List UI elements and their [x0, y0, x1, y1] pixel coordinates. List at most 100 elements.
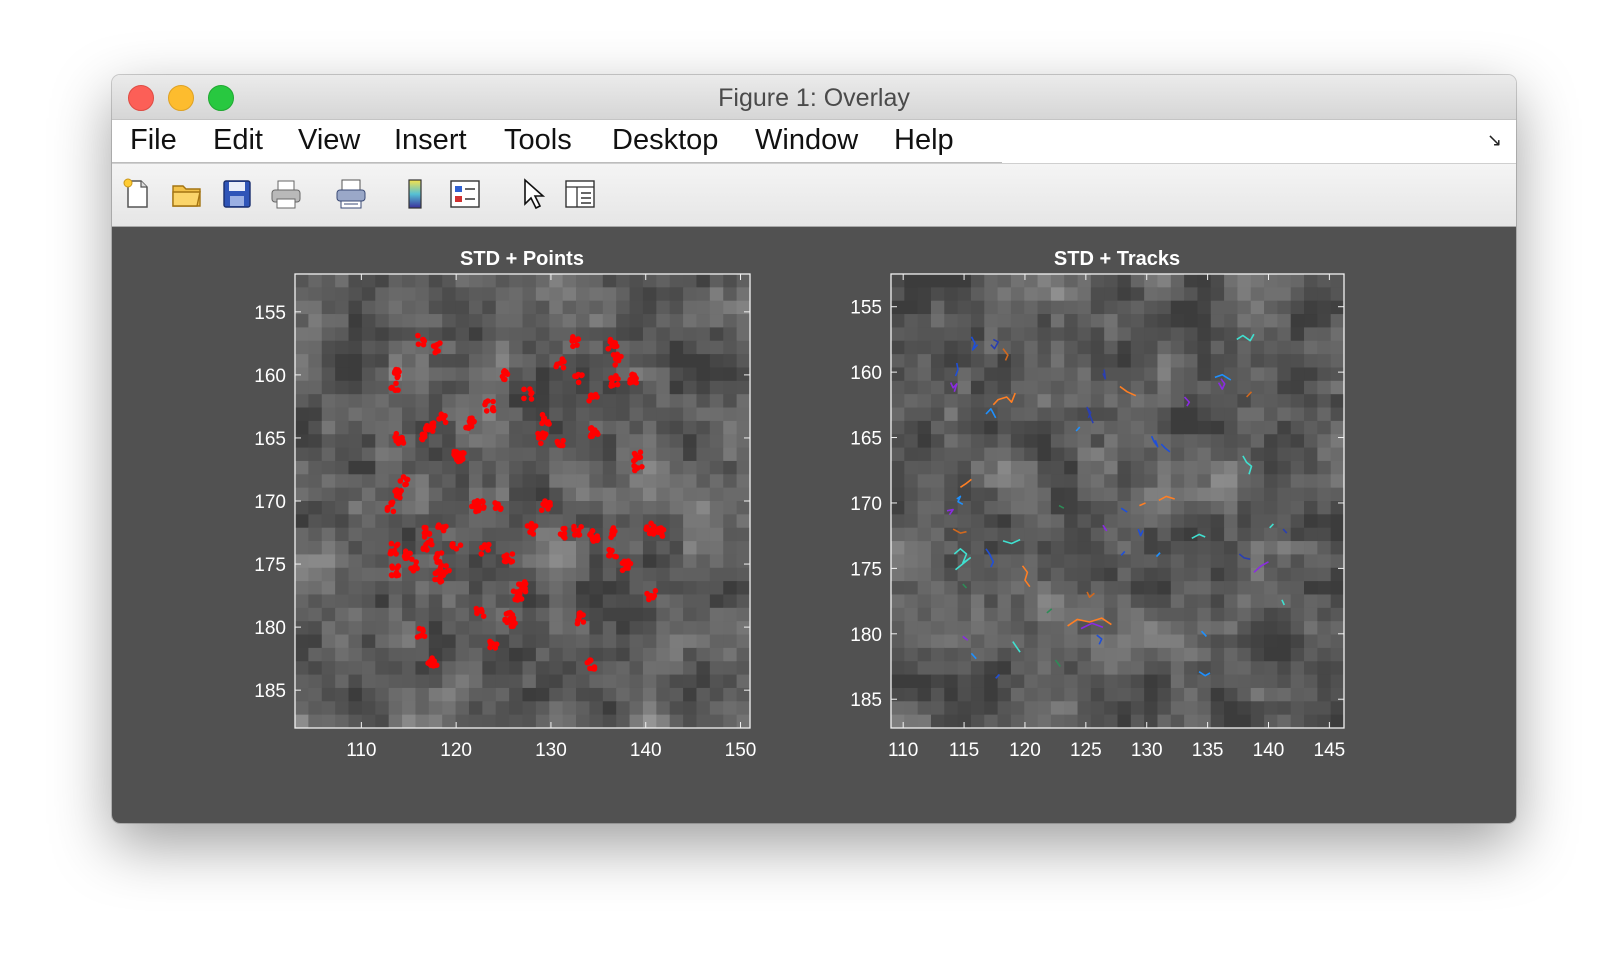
std-pixel: [321, 634, 336, 649]
std-pixel: [1250, 367, 1265, 382]
axes-std-tracks[interactable]: STD + Tracks 110 115 120 125 130 135 140 145 15…: [850, 248, 1345, 761]
std-pixel: [602, 300, 617, 315]
undock-figure-icon[interactable]: ↘: [1486, 130, 1502, 150]
menu-view[interactable]: View: [298, 124, 361, 156]
std-pixel: [944, 647, 959, 662]
std-pixel: [442, 474, 457, 489]
std-pixel: [683, 287, 698, 302]
maximize-window-button[interactable]: [208, 85, 234, 111]
std-pixel: [375, 407, 390, 422]
std-pixel: [1264, 367, 1278, 382]
std-pixel: [736, 567, 750, 582]
std-pixel: [335, 554, 350, 569]
std-pixel: [348, 287, 363, 302]
menu-insert[interactable]: Insert: [394, 124, 467, 156]
std-pixel: [321, 287, 336, 302]
std-pixel: [361, 661, 376, 676]
std-pixel: [1010, 380, 1025, 395]
std-pixel: [321, 460, 336, 475]
menu-desktop[interactable]: Desktop: [612, 124, 719, 156]
std-pixel: [335, 367, 350, 382]
std-pixel: [1144, 701, 1159, 716]
std-pixel: [1277, 367, 1292, 382]
std-pixel: [335, 314, 350, 329]
std-pixel: [1090, 661, 1105, 676]
menu-file[interactable]: File: [130, 124, 177, 156]
std-pixel: [1144, 594, 1159, 609]
std-pixel: [669, 621, 684, 636]
std-pixel: [1010, 340, 1025, 355]
menu-tools[interactable]: Tools: [504, 124, 572, 156]
std-pixel: [656, 380, 671, 395]
std-pixel: [509, 567, 524, 582]
std-pixel: [361, 460, 376, 475]
std-pixel: [468, 634, 483, 649]
std-pixel: [642, 367, 657, 382]
std-pixel: [535, 367, 550, 382]
std-pixel: [388, 661, 403, 676]
menu-edit[interactable]: Edit: [213, 124, 263, 156]
point-marker: [393, 493, 400, 499]
std-pixel: [295, 354, 309, 369]
std-pixel: [629, 420, 644, 435]
point-cluster: [449, 541, 464, 552]
std-pixel: [1117, 340, 1132, 355]
edit-plot-pointer-icon[interactable]: [516, 177, 550, 211]
std-pixel: [308, 647, 323, 662]
std-pixel: [361, 407, 376, 422]
std-pixel: [1184, 687, 1199, 702]
open-file-icon[interactable]: [170, 177, 204, 211]
std-pixel: [1224, 714, 1239, 728]
point-marker: [502, 616, 508, 623]
std-pixel: [335, 300, 350, 315]
std-pixel: [402, 407, 417, 422]
std-pixel: [1064, 594, 1079, 609]
axes-std-points[interactable]: STD + Points 110 120 130 140 150 15516016517…: [254, 248, 756, 761]
std-pixel: [917, 674, 932, 689]
std-pixel: [509, 447, 524, 462]
std-pixel: [1157, 474, 1172, 489]
std-pixel: [522, 501, 537, 515]
point-marker: [435, 524, 441, 530]
std-pixel: [361, 314, 376, 329]
std-pixel: [1010, 394, 1025, 409]
close-window-button[interactable]: [128, 85, 154, 111]
std-pixel: [455, 501, 470, 515]
std-pixel: [642, 300, 657, 315]
track-line: [1242, 455, 1253, 475]
std-pixel: [495, 340, 510, 355]
std-pixel: [375, 300, 390, 315]
point-marker: [463, 424, 469, 431]
save-icon[interactable]: [220, 177, 254, 211]
std-pixel: [1144, 380, 1159, 395]
std-pixel: [642, 647, 657, 662]
std-pixel: [1010, 541, 1025, 556]
minimize-window-button[interactable]: [168, 85, 194, 111]
insert-colorbar-icon[interactable]: [398, 177, 432, 211]
std-pixel: [891, 634, 905, 649]
menu-window[interactable]: Window: [755, 124, 859, 156]
print-icon[interactable]: [269, 177, 303, 211]
std-pixel: [1290, 514, 1305, 529]
std-pixel: [970, 661, 985, 676]
link-plot-icon[interactable]: [334, 177, 368, 211]
new-figure-icon[interactable]: [120, 177, 154, 211]
std-pixel: [295, 394, 309, 409]
std-pixel: [415, 674, 430, 689]
std-pixel: [321, 394, 336, 409]
std-pixel: [944, 594, 959, 609]
menu-help[interactable]: Help: [894, 124, 954, 156]
std-pixel: [402, 687, 417, 702]
std-pixel: [984, 434, 999, 449]
point-marker: [394, 541, 401, 548]
std-pixel: [669, 634, 684, 649]
property-inspector-icon[interactable]: [563, 177, 597, 211]
std-pixel: [562, 447, 577, 462]
point-cluster: [397, 474, 411, 488]
title-bar[interactable]: Figure 1: Overlay: [112, 75, 1516, 120]
insert-legend-icon[interactable]: [448, 177, 482, 211]
track-line: [1155, 552, 1161, 558]
std-pixel: [904, 354, 919, 369]
std-pixel: [348, 527, 363, 542]
std-pixel: [1184, 621, 1199, 636]
